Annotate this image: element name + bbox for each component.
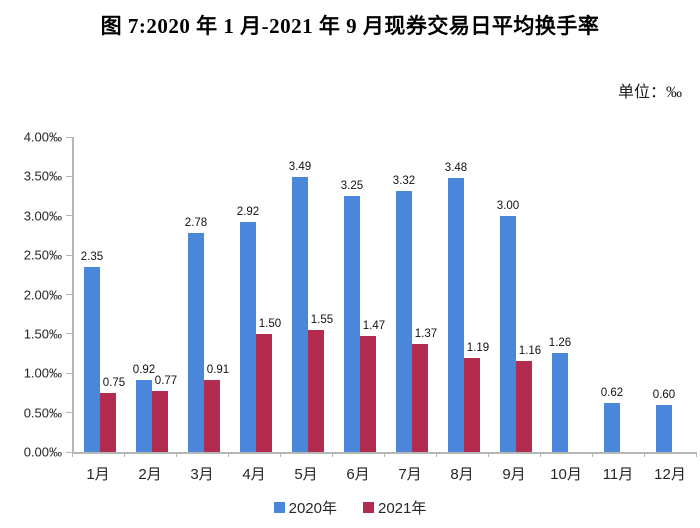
y-axis-tick-label: 1.00‰ <box>23 365 62 381</box>
bar-2020年-7月 <box>396 190 412 452</box>
bar-value-label: 1.26 <box>548 336 572 349</box>
bar-2020年-3月 <box>188 233 204 452</box>
y-axis-tick <box>66 175 72 177</box>
x-axis-tick <box>384 452 385 457</box>
bar-2020年-4月 <box>240 222 256 452</box>
y-axis-tick <box>66 254 72 256</box>
bar-2021年-1月 <box>100 392 116 452</box>
y-axis-tick-label: 3.50‰ <box>23 168 62 184</box>
bar-value-label: 1.37 <box>414 328 438 341</box>
bar-2020年-5月 <box>292 177 308 452</box>
y-axis-tick <box>66 412 72 414</box>
bar-value-label: 0.77 <box>154 375 178 388</box>
bar-value-label: 2.92 <box>236 206 260 219</box>
bar-2021年-6月 <box>360 336 376 452</box>
x-axis-label-1月: 1月 <box>86 466 110 483</box>
bar-value-label: 0.75 <box>102 376 126 389</box>
x-axis-label-8月: 8月 <box>450 466 474 483</box>
bar-2020年-9月 <box>500 215 516 452</box>
x-axis-tick <box>436 452 437 457</box>
legend-label: 2020年 <box>288 500 337 517</box>
bar-2020年-11月 <box>604 403 620 452</box>
legend-item-2021年: 2021年 <box>363 497 426 518</box>
bar-value-label: 1.50 <box>258 317 282 330</box>
bar-value-label: 2.78 <box>184 217 208 230</box>
y-axis-tick-label: 2.00‰ <box>23 287 62 302</box>
legend-item-2020年: 2020年 <box>273 497 337 518</box>
legend-color-swatch-icon <box>363 502 374 513</box>
y-axis-tick <box>66 294 72 295</box>
x-axis-label-3月: 3月 <box>190 466 214 483</box>
x-axis-tick <box>592 452 593 457</box>
bar-2021年-7月 <box>412 344 428 452</box>
x-axis-tick <box>228 452 229 457</box>
y-axis-tick-label: 0.00‰ <box>23 444 62 460</box>
x-axis-tick <box>644 452 645 457</box>
x-axis-tick <box>124 452 125 457</box>
bar-value-label: 2.35 <box>80 250 104 263</box>
y-axis-tick-label: 4.00‰ <box>23 129 62 145</box>
x-axis-tick <box>72 452 73 457</box>
unit-label: 单位：‰ <box>617 84 682 101</box>
y-axis-tick <box>66 372 72 374</box>
x-axis-label-7月: 7月 <box>398 466 422 483</box>
bar-value-label: 1.47 <box>362 320 386 333</box>
x-axis-label-12月: 12月 <box>654 466 686 483</box>
y-axis-tick-label: 0.50‰ <box>23 405 62 421</box>
x-axis-tick <box>540 452 541 457</box>
bar-2021年-5月 <box>308 329 324 452</box>
x-axis-tick <box>488 452 489 457</box>
bar-value-label: 3.00 <box>496 199 520 212</box>
y-axis-tick <box>66 333 72 335</box>
x-axis-label-10月: 10月 <box>550 466 582 483</box>
bar-2020年-8月 <box>448 177 464 452</box>
bar-value-label: 1.19 <box>466 342 490 355</box>
bar-value-label: 3.32 <box>392 174 416 187</box>
bar-value-label: 1.16 <box>518 344 542 357</box>
bar-value-label: 0.91 <box>206 364 230 377</box>
y-axis-tick-label: 2.50‰ <box>23 247 62 263</box>
y-axis-tick <box>66 136 72 138</box>
bar-value-label: 0.60 <box>652 388 676 401</box>
legend-color-swatch-icon <box>273 502 285 513</box>
bar-value-label: 3.25 <box>340 180 364 193</box>
bar-2021年-4月 <box>256 333 272 452</box>
bar-2021年-2月 <box>152 391 168 452</box>
y-axis-line <box>72 137 74 452</box>
x-axis-tick <box>332 452 333 457</box>
x-axis-label-5月: 5月 <box>294 466 318 483</box>
y-axis-tick-label: 3.00‰ <box>23 208 62 224</box>
bar-2020年-2月 <box>136 379 152 452</box>
bar-2021年-8月 <box>464 358 480 452</box>
legend: 2020年 2021年 <box>0 497 700 518</box>
bar-2021年-9月 <box>516 360 532 452</box>
x-axis-label-11月: 11月 <box>602 466 634 483</box>
x-axis-tick <box>280 452 281 457</box>
x-axis-label-6月: 6月 <box>346 466 370 483</box>
x-axis-label-4月: 4月 <box>242 466 266 483</box>
chart-title: 图 7:2020 年 1 月-2021 年 9 月现券交易日平均换手率 <box>100 14 600 38</box>
x-axis-label-9月: 9月 <box>502 466 526 483</box>
legend-label: 2021年 <box>378 500 427 517</box>
bar-2020年-12月 <box>656 404 672 452</box>
bar-value-label: 3.48 <box>444 161 468 174</box>
x-axis-tick <box>176 452 177 457</box>
bar-2021年-3月 <box>204 380 220 452</box>
y-axis-tick-label: 1.50‰ <box>23 326 62 342</box>
bar-value-label: 1.55 <box>310 313 334 326</box>
y-axis-tick <box>66 451 72 453</box>
bar-value-label: 3.49 <box>288 161 312 174</box>
x-axis-tick <box>696 452 697 457</box>
bar-value-label: 0.92 <box>132 363 156 376</box>
bar-2020年-6月 <box>344 196 360 452</box>
bar-2020年-1月 <box>84 266 100 452</box>
x-axis-label-2月: 2月 <box>138 466 162 483</box>
bar-value-label: 0.62 <box>600 387 624 400</box>
y-axis-tick <box>66 215 72 217</box>
bar-2020年-10月 <box>552 352 568 452</box>
